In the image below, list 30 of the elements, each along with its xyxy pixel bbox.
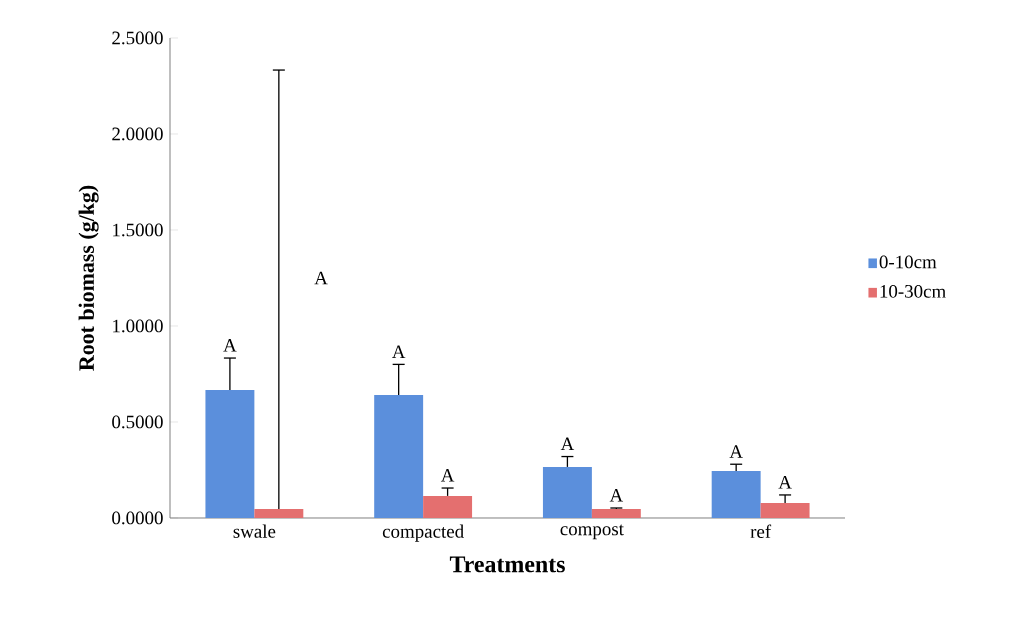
y-tick-label: 0.0000 <box>112 511 163 525</box>
x-axis-title: Treatments <box>449 556 565 573</box>
annotation: A <box>392 345 406 358</box>
x-tick-label: swale <box>233 524 276 538</box>
bar <box>423 495 473 518</box>
annotation: A <box>609 489 624 502</box>
annotation: A <box>440 469 455 482</box>
bar <box>542 466 592 518</box>
annotation: A <box>560 437 575 451</box>
legend-label: 0-10cm <box>879 255 937 269</box>
annotation: A <box>314 271 328 285</box>
bar <box>374 395 424 518</box>
y-axis-title: Root biomass (g/kg) <box>78 185 99 371</box>
bar <box>760 503 810 518</box>
y-tick-label: 2.0000 <box>112 127 163 141</box>
x-tick-label: ref <box>750 524 772 539</box>
bar <box>591 508 641 518</box>
y-tick-label: 2.5000 <box>112 31 163 45</box>
x-tick-label: compacted <box>382 524 464 542</box>
y-tick-label: 1.5000 <box>113 223 163 237</box>
annotation: A <box>778 475 792 489</box>
annotation: A <box>729 445 743 458</box>
annotation: A <box>223 339 237 352</box>
x-tick-label: compost <box>560 524 624 540</box>
y-tick-label: 0.5000 <box>112 415 163 429</box>
y-tick-label: 1.0000 <box>113 319 163 333</box>
legend-label: 10-30cm <box>880 284 946 298</box>
bar <box>205 389 255 518</box>
bar <box>711 470 761 518</box>
bar <box>254 508 304 518</box>
